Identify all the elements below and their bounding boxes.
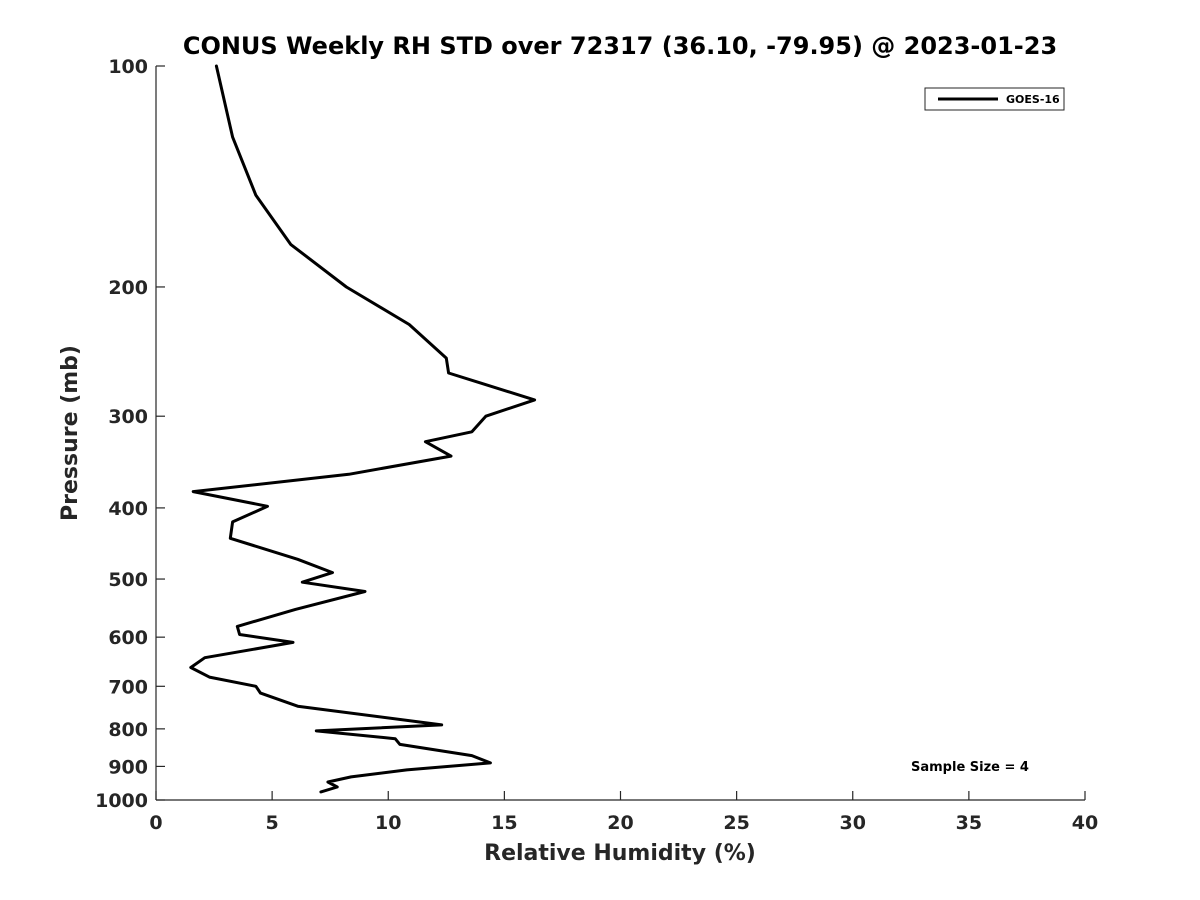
x-tick-label: 25 — [723, 812, 749, 834]
y-tick-label: 300 — [108, 406, 148, 428]
y-axis-label: Pressure (mb) — [58, 345, 83, 521]
y-tick-label: 400 — [108, 498, 148, 520]
y-tick-label: 800 — [108, 719, 148, 741]
legend-label-goes16: GOES-16 — [1006, 93, 1060, 106]
y-tick-label: 700 — [108, 676, 148, 698]
sample-size-annotation: Sample Size = 4 — [911, 760, 1029, 775]
x-tick-label: 20 — [607, 812, 633, 834]
y-tick-label: 900 — [108, 756, 148, 778]
plot-area: 0 5 10 15 20 25 30 35 40 100 200 300 400 500 600 700 80… — [95, 56, 1098, 834]
legend: GOES-16 — [924, 87, 1065, 111]
y-tick-label: 100 — [108, 56, 148, 78]
series-line-goes16 — [189, 64, 537, 794]
y-ticks: 100 200 300 400 500 600 700 800 900 1000 — [95, 56, 165, 812]
x-ticks: 0 5 10 15 20 25 30 35 40 — [149, 791, 1098, 834]
series-group — [189, 64, 537, 794]
chart-title: CONUS Weekly RH STD over 72317 (36.10, -… — [183, 32, 1057, 60]
x-tick-label: 0 — [149, 812, 162, 834]
y-tick-label: 500 — [108, 569, 148, 591]
x-tick-label: 15 — [491, 812, 517, 834]
y-tick-label: 600 — [108, 627, 148, 649]
x-tick-label: 35 — [956, 812, 982, 834]
x-tick-label: 5 — [266, 812, 279, 834]
x-axis-label: Relative Humidity (%) — [484, 841, 756, 866]
y-tick-label: 200 — [108, 277, 148, 299]
x-tick-label: 10 — [375, 812, 401, 834]
x-tick-label: 40 — [1072, 812, 1098, 834]
y-tick-label: 1000 — [95, 790, 148, 812]
x-tick-label: 30 — [840, 812, 866, 834]
